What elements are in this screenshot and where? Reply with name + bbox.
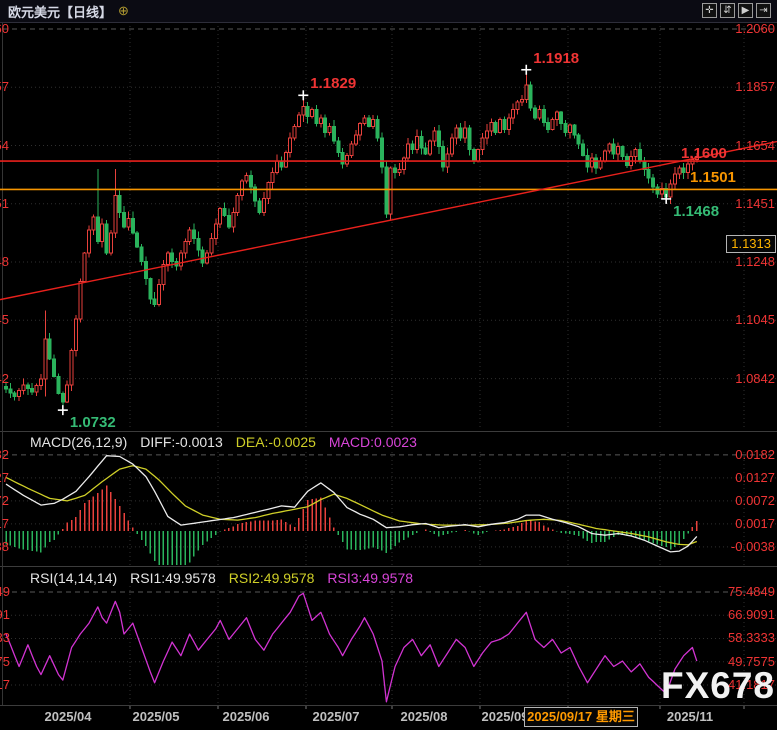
crosshair-icon[interactable]: ✛ (702, 3, 717, 18)
rsi3-value: RSI3:49.9578 (327, 570, 414, 586)
y-axis-label-left: 0.0182 (0, 446, 9, 462)
y-axis-label-left: 0.0072 (0, 492, 9, 508)
x-axis-label: 2025/05 (132, 709, 180, 724)
y-axis-label-left: 1.2060 (0, 21, 9, 36)
y-axis-label-left: 0.0017 (0, 515, 9, 531)
y-axis-label-left: -0.0038 (0, 538, 9, 554)
crosshair-price-badge: 1.1313 (726, 235, 776, 253)
title-bar: 欧元美元【日线】 ⊕ ✛ ⇵ ▶ ⇥ (0, 0, 777, 23)
y-axis-label: 1.1857 (735, 79, 775, 95)
price-line-label: 1.1600 (681, 145, 727, 162)
extreme-price-label: 1.1829 (310, 75, 357, 93)
rsi-header: RSI(14,14,14) RSI1:49.9578 RSI2:49.9578 RSI… (30, 570, 426, 586)
y-axis-label-left: 75.4849 (0, 584, 10, 599)
y-axis-label: 75.4849 (728, 584, 775, 599)
x-axis-label: 2025/09 (481, 709, 529, 724)
x-axis-label: 2025/08 (400, 709, 448, 724)
macd-header: MACD(26,12,9) DIFF:-0.0013 DEA:-0.0025 MACD… (30, 434, 430, 450)
y-axis-label: 49.7575 (728, 653, 775, 669)
page-title: 欧元美元【日线】 (8, 4, 113, 20)
macd-diff-value: DIFF:-0.0013 (140, 434, 223, 450)
y-axis-label-left: 49.7575 (0, 653, 10, 669)
y-axis-label-left: 41.1817 (0, 676, 10, 692)
y-axis-label-left: 1.0842 (0, 370, 9, 386)
price-line-label: 1.1501 (690, 169, 736, 186)
y-axis-label: 1.1248 (735, 254, 775, 270)
toolbar: ✛ ⇵ ▶ ⇥ (702, 3, 771, 18)
macd-params: MACD(26,12,9) (30, 434, 128, 450)
rsi-params: RSI(14,14,14) (30, 570, 118, 586)
y-axis-label: 1.1045 (735, 312, 775, 328)
y-axis-label-left: 1.1045 (0, 312, 9, 328)
y-axis-label-left: 1.1857 (0, 79, 9, 95)
y-axis-label: 1.1451 (735, 195, 775, 211)
y-axis-label: 1.2060 (735, 21, 775, 36)
x-axis-label: 2025/07 (312, 709, 360, 724)
y-axis-label-left: 58.3333 (0, 630, 10, 646)
indicator-window-icon[interactable]: ▶ (738, 3, 753, 18)
y-axis-label: 0.0182 (735, 446, 775, 462)
y-axis-label-left: 66.9091 (0, 607, 10, 623)
y-axis-label: 41.1817 (728, 676, 775, 692)
y-axis-label: 0.0017 (735, 515, 775, 531)
x-axis-label: 2025/04 (44, 709, 92, 724)
fx678-watermark: FX678 (660, 665, 775, 706)
axis-range-icon[interactable]: ⇵ (720, 3, 735, 18)
y-axis-label: 0.0127 (735, 469, 775, 485)
y-axis-label-left: 1.1654 (0, 137, 9, 153)
x-axis-label: 2025/06 (222, 709, 270, 724)
y-axis-label-left: 0.0127 (0, 469, 9, 485)
rsi1-value: RSI1:49.9578 (130, 570, 216, 586)
crosshair-date-badge: 2025/09/17 星期三 (524, 707, 638, 727)
macd-dea-value: DEA:-0.0025 (235, 434, 316, 450)
y-axis-label: 58.3333 (728, 630, 775, 646)
y-axis-label: 1.0842 (735, 370, 775, 386)
y-axis-label: 0.0072 (735, 492, 775, 508)
page-forward-icon[interactable]: ⇥ (756, 3, 771, 18)
extreme-price-label: 1.0732 (69, 414, 116, 432)
y-axis-label: 66.9091 (728, 607, 775, 623)
x-axis-label: 2025/11 (666, 709, 714, 724)
rsi2-value: RSI2:49.9578 (228, 570, 315, 586)
y-axis-label: -0.0038 (730, 538, 775, 554)
y-axis-label-left: 1.1451 (0, 195, 9, 211)
expand-icon[interactable]: ⊕ (118, 3, 129, 18)
extreme-price-label: 1.1468 (673, 202, 720, 220)
macd-macd-value: MACD:0.0023 (328, 434, 417, 450)
y-axis-label: 1.1654 (735, 137, 775, 153)
extreme-price-label: 1.1918 (533, 49, 580, 67)
y-axis-label-left: 1.1248 (0, 254, 9, 270)
